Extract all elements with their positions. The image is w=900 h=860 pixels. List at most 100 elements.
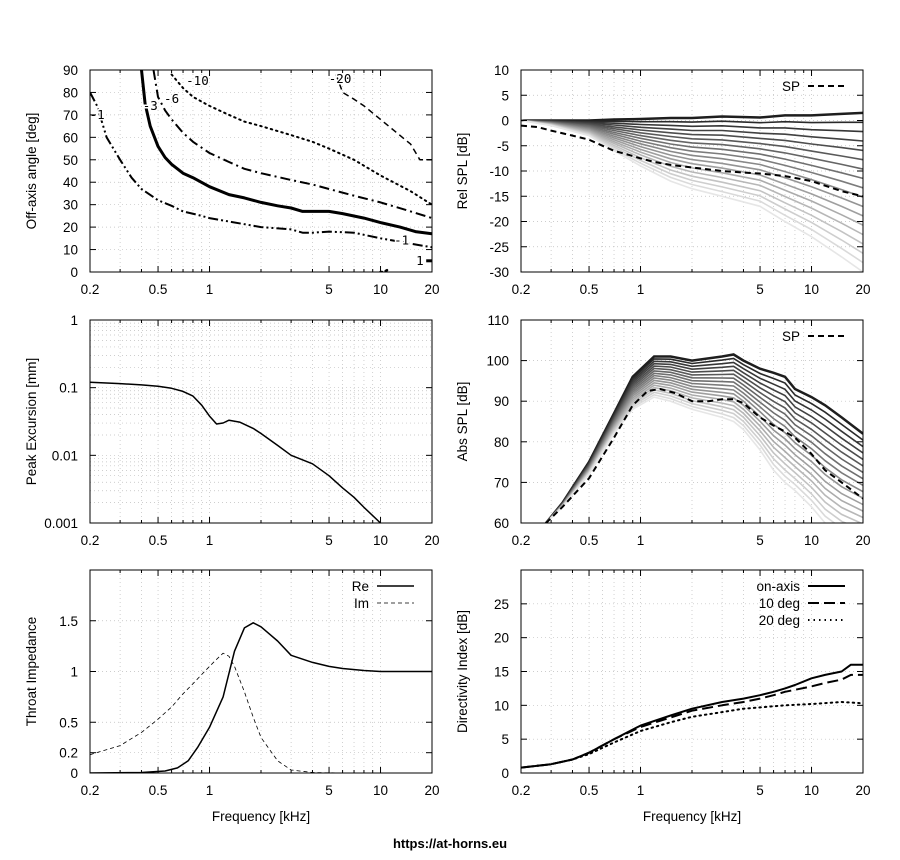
family-curve-6 — [521, 119, 863, 170]
grid — [521, 70, 863, 272]
y-tick-label: 0 — [501, 766, 509, 781]
x-tick-label: 1 — [206, 533, 214, 548]
x-tick-label: 0.2 — [81, 282, 100, 297]
x-tick-label: 1 — [206, 783, 214, 798]
y-tick-label: 1 — [70, 665, 78, 680]
y-tick-label: -30 — [489, 265, 509, 280]
x-tick-label: 10 — [804, 282, 819, 297]
plot-area — [521, 663, 863, 769]
x-tick-label: 0.5 — [580, 282, 599, 297]
x-tick-label: 20 — [424, 783, 439, 798]
legend-label: on-axis — [756, 579, 800, 594]
y-tick-label: 90 — [63, 63, 78, 78]
y-tick-label: 0 — [501, 114, 509, 129]
legend-label: Im — [354, 596, 369, 611]
y-axis-label: Directivity Index [dB] — [455, 610, 470, 733]
y-tick-label: 110 — [487, 313, 509, 328]
x-tick-label: 20 — [424, 533, 439, 548]
x-tick-label: 20 — [855, 783, 870, 798]
y-tick-label: 0 — [70, 766, 78, 781]
series-line-0 — [90, 381, 382, 523]
y-axis-label: Throat Impedance — [24, 617, 39, 727]
y-axis-label: Peak Excursion [mm] — [24, 358, 39, 486]
y-tick-label: 5 — [501, 88, 509, 103]
x-tick-label: 20 — [424, 282, 439, 297]
y-tick-label: 70 — [494, 475, 509, 490]
y-tick-label: -10 — [489, 164, 509, 179]
family-curve-3 — [521, 119, 863, 142]
contour-label: -1 — [394, 233, 409, 248]
y-tick-label: 20 — [494, 631, 509, 646]
chart-peak_excursion: 0.2 0.5 1 5 10 20 0.001 0.01 0.1 1 Peak Excursion … — [24, 313, 440, 548]
series-line-Re — [90, 622, 432, 773]
family-curve-12 — [521, 119, 863, 226]
series-line-1 — [379, 268, 389, 272]
y-tick-label: 1.5 — [59, 614, 78, 629]
contour-label: 1 — [416, 253, 424, 268]
y-tick-label: 90 — [494, 394, 509, 409]
plot-area — [90, 381, 382, 523]
plot-area — [521, 111, 863, 272]
y-tick-label: 10 — [494, 63, 509, 78]
x-tick-label: 5 — [325, 783, 333, 798]
y-axis-label: Off-axis angle [deg] — [24, 113, 39, 230]
x-tick-label: 0.5 — [149, 783, 168, 798]
y-tick-label: 80 — [494, 435, 509, 450]
family-curve-8 — [521, 119, 863, 189]
y-tick-label: 100 — [486, 354, 509, 369]
y-tick-label: 10 — [63, 243, 78, 258]
chart-rel_spl: 0.2 0.5 1 5 10 20 -30 -25 -20 -15 -10 -5 0 5 10 Rel SPL… — [455, 63, 871, 297]
plot-area — [90, 622, 432, 773]
family-curve-4 — [521, 119, 863, 152]
y-tick-label: 30 — [63, 198, 78, 213]
series-line-10-deg — [521, 673, 863, 769]
x-tick-label: 5 — [325, 533, 333, 548]
y-tick-label: 60 — [494, 516, 509, 531]
y-tick-label: 5 — [501, 732, 509, 747]
y-tick-label: 0 — [70, 265, 78, 280]
y-tick-label: 25 — [494, 597, 509, 612]
y-tick-label: 50 — [63, 153, 78, 168]
series-line-on-axis — [521, 663, 863, 769]
y-tick-label: 0.001 — [44, 516, 78, 531]
x-tick-label: 0.2 — [512, 783, 531, 798]
legend-label: SP — [782, 79, 800, 94]
family-curve-7 — [545, 372, 863, 523]
x-tick-label: 0.2 — [512, 282, 531, 297]
y-tick-label: 0.5 — [59, 715, 78, 730]
footer-url[interactable]: https://at-horns.eu — [392, 836, 508, 851]
y-tick-label: -25 — [489, 240, 509, 255]
contour-label: -1 — [90, 107, 105, 122]
family-curve-2 — [521, 119, 863, 133]
series-line--3 — [140, 70, 432, 236]
y-tick-label: 40 — [63, 175, 78, 190]
family-curve-8 — [545, 374, 863, 523]
x-tick-label: 0.2 — [81, 783, 100, 798]
y-tick-label: 20 — [63, 220, 78, 235]
x-tick-label: 10 — [373, 533, 388, 548]
family-curve-17 — [545, 396, 827, 523]
x-tick-label: 1 — [637, 282, 645, 297]
plot-area — [90, 70, 432, 272]
y-tick-label: -15 — [489, 189, 509, 204]
grid — [90, 70, 432, 272]
x-tick-label: 0.5 — [580, 533, 599, 548]
x-tick-label: 5 — [756, 282, 764, 297]
family-curve-11 — [521, 119, 863, 217]
family-curve-0 — [521, 111, 863, 122]
x-tick-label: 10 — [373, 282, 388, 297]
series-line-SP — [521, 124, 863, 198]
contour-label: -20 — [329, 71, 352, 86]
x-tick-label: 5 — [756, 533, 764, 548]
y-axis-label: Abs SPL [dB] — [455, 382, 470, 462]
contour-label: -3 — [143, 98, 158, 113]
legend-label: SP — [782, 329, 800, 344]
y-tick-label: -20 — [489, 215, 509, 230]
family-curve-16 — [521, 119, 863, 264]
contour-label: -10 — [186, 73, 209, 88]
x-tick-label: 10 — [804, 783, 819, 798]
x-tick-label: 0.5 — [149, 282, 168, 297]
